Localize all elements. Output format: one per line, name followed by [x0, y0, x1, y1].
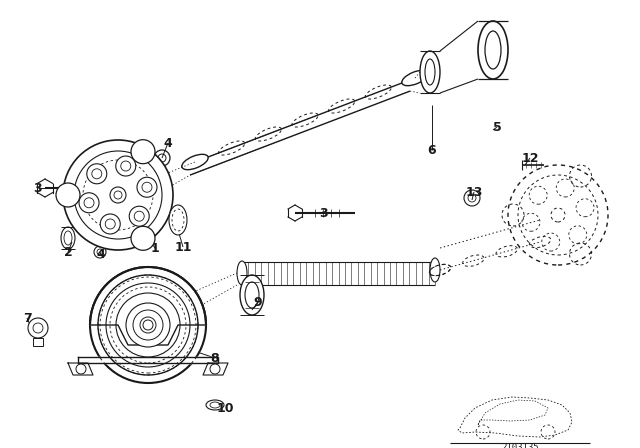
Ellipse shape — [425, 59, 435, 85]
Circle shape — [28, 318, 48, 338]
Text: 4: 4 — [164, 137, 172, 150]
Text: 9: 9 — [253, 296, 262, 309]
Text: 12: 12 — [521, 151, 539, 164]
Text: 3: 3 — [34, 181, 42, 194]
Ellipse shape — [430, 258, 440, 282]
Ellipse shape — [245, 282, 259, 308]
Polygon shape — [90, 325, 206, 345]
Ellipse shape — [61, 227, 75, 249]
Ellipse shape — [240, 275, 264, 315]
Circle shape — [63, 140, 173, 250]
Circle shape — [79, 193, 99, 213]
Text: 11: 11 — [174, 241, 192, 254]
Circle shape — [210, 364, 220, 374]
Text: 1: 1 — [150, 241, 159, 254]
Text: 2: 2 — [63, 246, 72, 258]
Text: 7: 7 — [22, 311, 31, 324]
Circle shape — [100, 214, 120, 234]
Ellipse shape — [94, 246, 106, 258]
Text: 6: 6 — [428, 143, 436, 156]
Text: 4: 4 — [97, 249, 106, 262]
Circle shape — [110, 187, 126, 203]
Circle shape — [464, 190, 480, 206]
Circle shape — [56, 183, 80, 207]
Circle shape — [87, 164, 107, 184]
Circle shape — [76, 364, 86, 374]
Circle shape — [116, 156, 136, 176]
Ellipse shape — [420, 51, 440, 93]
Circle shape — [137, 177, 157, 197]
Ellipse shape — [485, 31, 501, 69]
Polygon shape — [203, 363, 228, 375]
Circle shape — [129, 206, 149, 226]
Polygon shape — [78, 357, 218, 363]
Circle shape — [131, 140, 155, 164]
Circle shape — [90, 267, 206, 383]
Circle shape — [131, 226, 155, 250]
Text: 8: 8 — [211, 352, 220, 365]
Bar — [33, 338, 43, 346]
Ellipse shape — [158, 154, 166, 162]
Ellipse shape — [154, 150, 170, 166]
Circle shape — [126, 303, 170, 347]
Text: 10: 10 — [216, 401, 234, 414]
Text: 5: 5 — [493, 121, 501, 134]
Polygon shape — [68, 363, 93, 375]
Ellipse shape — [478, 21, 508, 79]
Ellipse shape — [169, 205, 187, 235]
Ellipse shape — [402, 70, 428, 86]
Text: 13: 13 — [465, 185, 483, 198]
Text: 3: 3 — [319, 207, 327, 220]
Circle shape — [143, 320, 153, 330]
Ellipse shape — [182, 154, 208, 170]
Text: 2103135: 2103135 — [501, 443, 539, 448]
Ellipse shape — [237, 261, 247, 285]
Ellipse shape — [206, 400, 224, 410]
